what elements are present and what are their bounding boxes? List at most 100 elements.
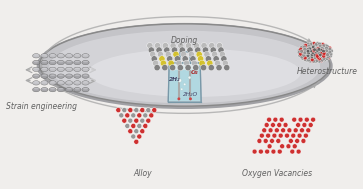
Circle shape [193,43,199,49]
Circle shape [298,117,303,122]
Circle shape [321,43,325,46]
Ellipse shape [66,61,72,62]
Circle shape [311,53,315,57]
Circle shape [319,51,322,55]
Circle shape [143,113,148,118]
Circle shape [302,45,306,49]
Ellipse shape [65,54,73,58]
Circle shape [177,65,183,71]
Ellipse shape [58,61,64,62]
Circle shape [319,48,323,52]
Circle shape [307,55,311,59]
Circle shape [152,60,159,66]
Ellipse shape [42,61,47,62]
Circle shape [143,123,148,129]
Circle shape [252,149,257,154]
Circle shape [307,44,311,48]
Ellipse shape [41,74,48,78]
Circle shape [315,50,319,54]
Circle shape [258,149,263,154]
Circle shape [326,45,330,49]
Ellipse shape [33,81,40,85]
Ellipse shape [33,54,39,56]
Circle shape [300,55,304,59]
Circle shape [302,44,306,48]
Circle shape [327,56,330,60]
Text: Doping: Doping [171,36,198,45]
Circle shape [311,44,315,48]
Circle shape [182,56,188,62]
Circle shape [306,49,310,53]
Circle shape [292,144,297,149]
Ellipse shape [50,54,55,56]
Ellipse shape [88,49,301,97]
Ellipse shape [42,74,47,76]
Circle shape [292,117,297,122]
Circle shape [326,51,330,55]
Ellipse shape [83,68,88,69]
Ellipse shape [58,74,64,76]
Circle shape [300,49,304,53]
Circle shape [140,118,145,123]
Circle shape [322,54,326,58]
Circle shape [310,47,314,50]
Circle shape [208,65,215,71]
Text: Heterostructure: Heterostructure [297,67,358,76]
Ellipse shape [50,74,55,76]
Circle shape [257,139,262,143]
Circle shape [316,43,320,47]
Circle shape [317,57,321,61]
Circle shape [195,47,201,53]
Circle shape [176,60,182,66]
Circle shape [312,44,316,48]
Ellipse shape [49,54,56,58]
Circle shape [314,43,318,47]
Ellipse shape [75,68,80,69]
Circle shape [303,54,307,58]
Circle shape [302,46,306,49]
Circle shape [297,50,301,54]
Ellipse shape [83,81,88,83]
Circle shape [320,57,324,61]
Circle shape [299,53,303,56]
Ellipse shape [57,60,65,65]
Circle shape [315,49,319,52]
Circle shape [296,122,301,127]
Circle shape [325,57,329,60]
Circle shape [317,48,321,51]
Circle shape [122,108,127,113]
Circle shape [319,59,323,63]
Circle shape [315,42,319,45]
Circle shape [307,56,311,60]
Circle shape [313,50,317,54]
Circle shape [306,51,310,55]
Circle shape [307,53,310,57]
Circle shape [128,118,133,123]
Circle shape [162,65,168,71]
Circle shape [137,123,142,129]
Circle shape [178,97,180,100]
Circle shape [218,47,224,53]
Circle shape [303,56,307,60]
Circle shape [196,51,202,57]
Circle shape [321,58,324,62]
Circle shape [290,149,295,154]
Ellipse shape [33,74,39,76]
Circle shape [313,56,317,60]
Circle shape [323,49,327,53]
Circle shape [320,49,324,52]
Circle shape [185,43,192,49]
Circle shape [329,52,333,56]
Circle shape [213,56,219,62]
Circle shape [314,60,318,63]
Circle shape [317,53,321,57]
Circle shape [204,51,210,57]
Ellipse shape [65,81,73,85]
Ellipse shape [40,24,330,106]
Circle shape [203,47,209,53]
Ellipse shape [57,54,65,58]
Circle shape [221,56,227,62]
Circle shape [155,43,161,49]
Circle shape [325,49,329,53]
Ellipse shape [58,88,64,89]
